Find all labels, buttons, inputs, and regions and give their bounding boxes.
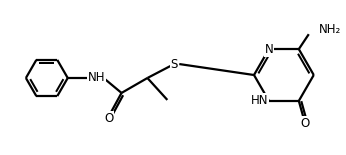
Text: O: O	[300, 117, 309, 130]
Text: NH: NH	[88, 71, 106, 84]
Text: N: N	[265, 43, 273, 56]
Text: NH₂: NH₂	[319, 23, 341, 36]
Text: S: S	[171, 58, 178, 71]
Text: HN: HN	[251, 94, 268, 107]
Text: O: O	[104, 112, 113, 125]
